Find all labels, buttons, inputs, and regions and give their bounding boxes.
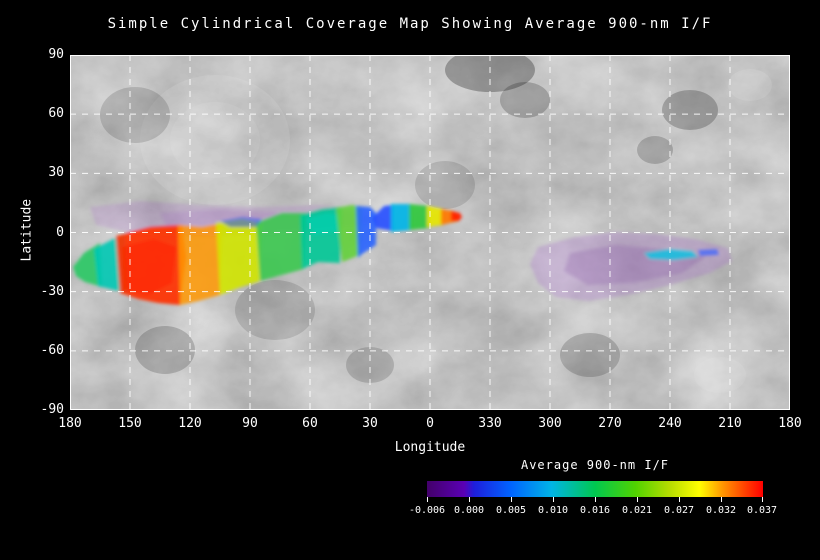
colorbar-tick bbox=[427, 497, 428, 502]
colorbar-tick bbox=[721, 497, 722, 502]
colorbar-tick bbox=[762, 497, 763, 502]
lon-tick-label: 210 bbox=[718, 416, 742, 431]
coverage-band-red-core bbox=[122, 239, 176, 295]
colorbar-tick-label: 0.021 bbox=[621, 505, 653, 516]
coverage-cyan-sliver bbox=[644, 249, 698, 260]
lon-tick-label: 300 bbox=[538, 416, 562, 431]
colorbar-tick bbox=[511, 497, 512, 502]
plot-area bbox=[70, 48, 790, 410]
lat-tick-label: 90 bbox=[48, 47, 64, 62]
colorbar-tick bbox=[553, 497, 554, 502]
lat-tick-label: -60 bbox=[40, 343, 64, 358]
lon-tick-label: 0 bbox=[426, 416, 434, 431]
coverage-band-green-2 bbox=[256, 213, 306, 281]
grid-layer bbox=[70, 55, 790, 410]
colorbar-gradient bbox=[427, 481, 763, 497]
coverage-blue-dash bbox=[698, 249, 719, 256]
coverage-patch-blue bbox=[372, 205, 393, 231]
lat-tick-label: 30 bbox=[48, 165, 64, 180]
lon-tick-label: 180 bbox=[778, 416, 802, 431]
colorbar-tick-label: 0.037 bbox=[746, 505, 778, 516]
colorbar: Average 900-nm I/F -0.006 0.000 0.005 0.… bbox=[409, 458, 777, 541]
lon-tick-label: 90 bbox=[242, 416, 258, 431]
colorbar-tick bbox=[595, 497, 596, 502]
colorbar-tick-label: 0.005 bbox=[495, 505, 527, 516]
colorbar-tick-label: 0.000 bbox=[453, 505, 485, 516]
x-axis-title: Longitude bbox=[394, 440, 466, 455]
lat-tick-label: -90 bbox=[40, 402, 64, 417]
coverage-band-cyan-speck bbox=[306, 213, 342, 235]
coverage-band-orange bbox=[178, 223, 222, 305]
lon-tick-label: 330 bbox=[478, 416, 502, 431]
coverage-band-blue-specks bbox=[220, 217, 262, 227]
coverage-patch-red-tip bbox=[451, 211, 462, 221]
lon-tick-label: 270 bbox=[598, 416, 622, 431]
lon-tick-label: 30 bbox=[362, 416, 378, 431]
colorbar-title: Average 900-nm I/F bbox=[520, 458, 670, 472]
lat-tick-label: 0 bbox=[56, 225, 64, 240]
colorbar-tick bbox=[469, 497, 470, 502]
coverage-patch-cyan bbox=[391, 204, 411, 232]
colorbar-tick bbox=[637, 497, 638, 502]
lon-tick-label: 150 bbox=[118, 416, 142, 431]
colorbar-tick-label: 0.010 bbox=[537, 505, 569, 516]
lon-tick-label: 180 bbox=[58, 416, 82, 431]
coverage-patch-green bbox=[409, 204, 429, 230]
colorbar-tick-label: 0.016 bbox=[579, 505, 611, 516]
coverage-patch-yellow bbox=[427, 206, 443, 227]
chart-title: Simple Cylindrical Coverage Map Showing … bbox=[107, 16, 713, 32]
coverage-band-blue-end bbox=[356, 206, 376, 258]
lat-tick-label: -30 bbox=[40, 284, 64, 299]
lon-tick-label: 240 bbox=[658, 416, 682, 431]
colorbar-tick bbox=[679, 497, 680, 502]
basemap-features bbox=[100, 48, 772, 393]
colorbar-tick-label: 0.032 bbox=[705, 505, 737, 516]
colorbar-tick-label: -0.006 bbox=[408, 505, 446, 516]
lat-tick-label: 60 bbox=[48, 106, 64, 121]
lon-tick-label: 120 bbox=[178, 416, 202, 431]
coverage-map-svg bbox=[70, 48, 790, 410]
plot-frame bbox=[70, 55, 790, 410]
lon-tick-label: 60 bbox=[302, 416, 318, 431]
colorbar-tick-label: 0.027 bbox=[663, 505, 695, 516]
coverage-band-green-3 bbox=[336, 205, 362, 262]
